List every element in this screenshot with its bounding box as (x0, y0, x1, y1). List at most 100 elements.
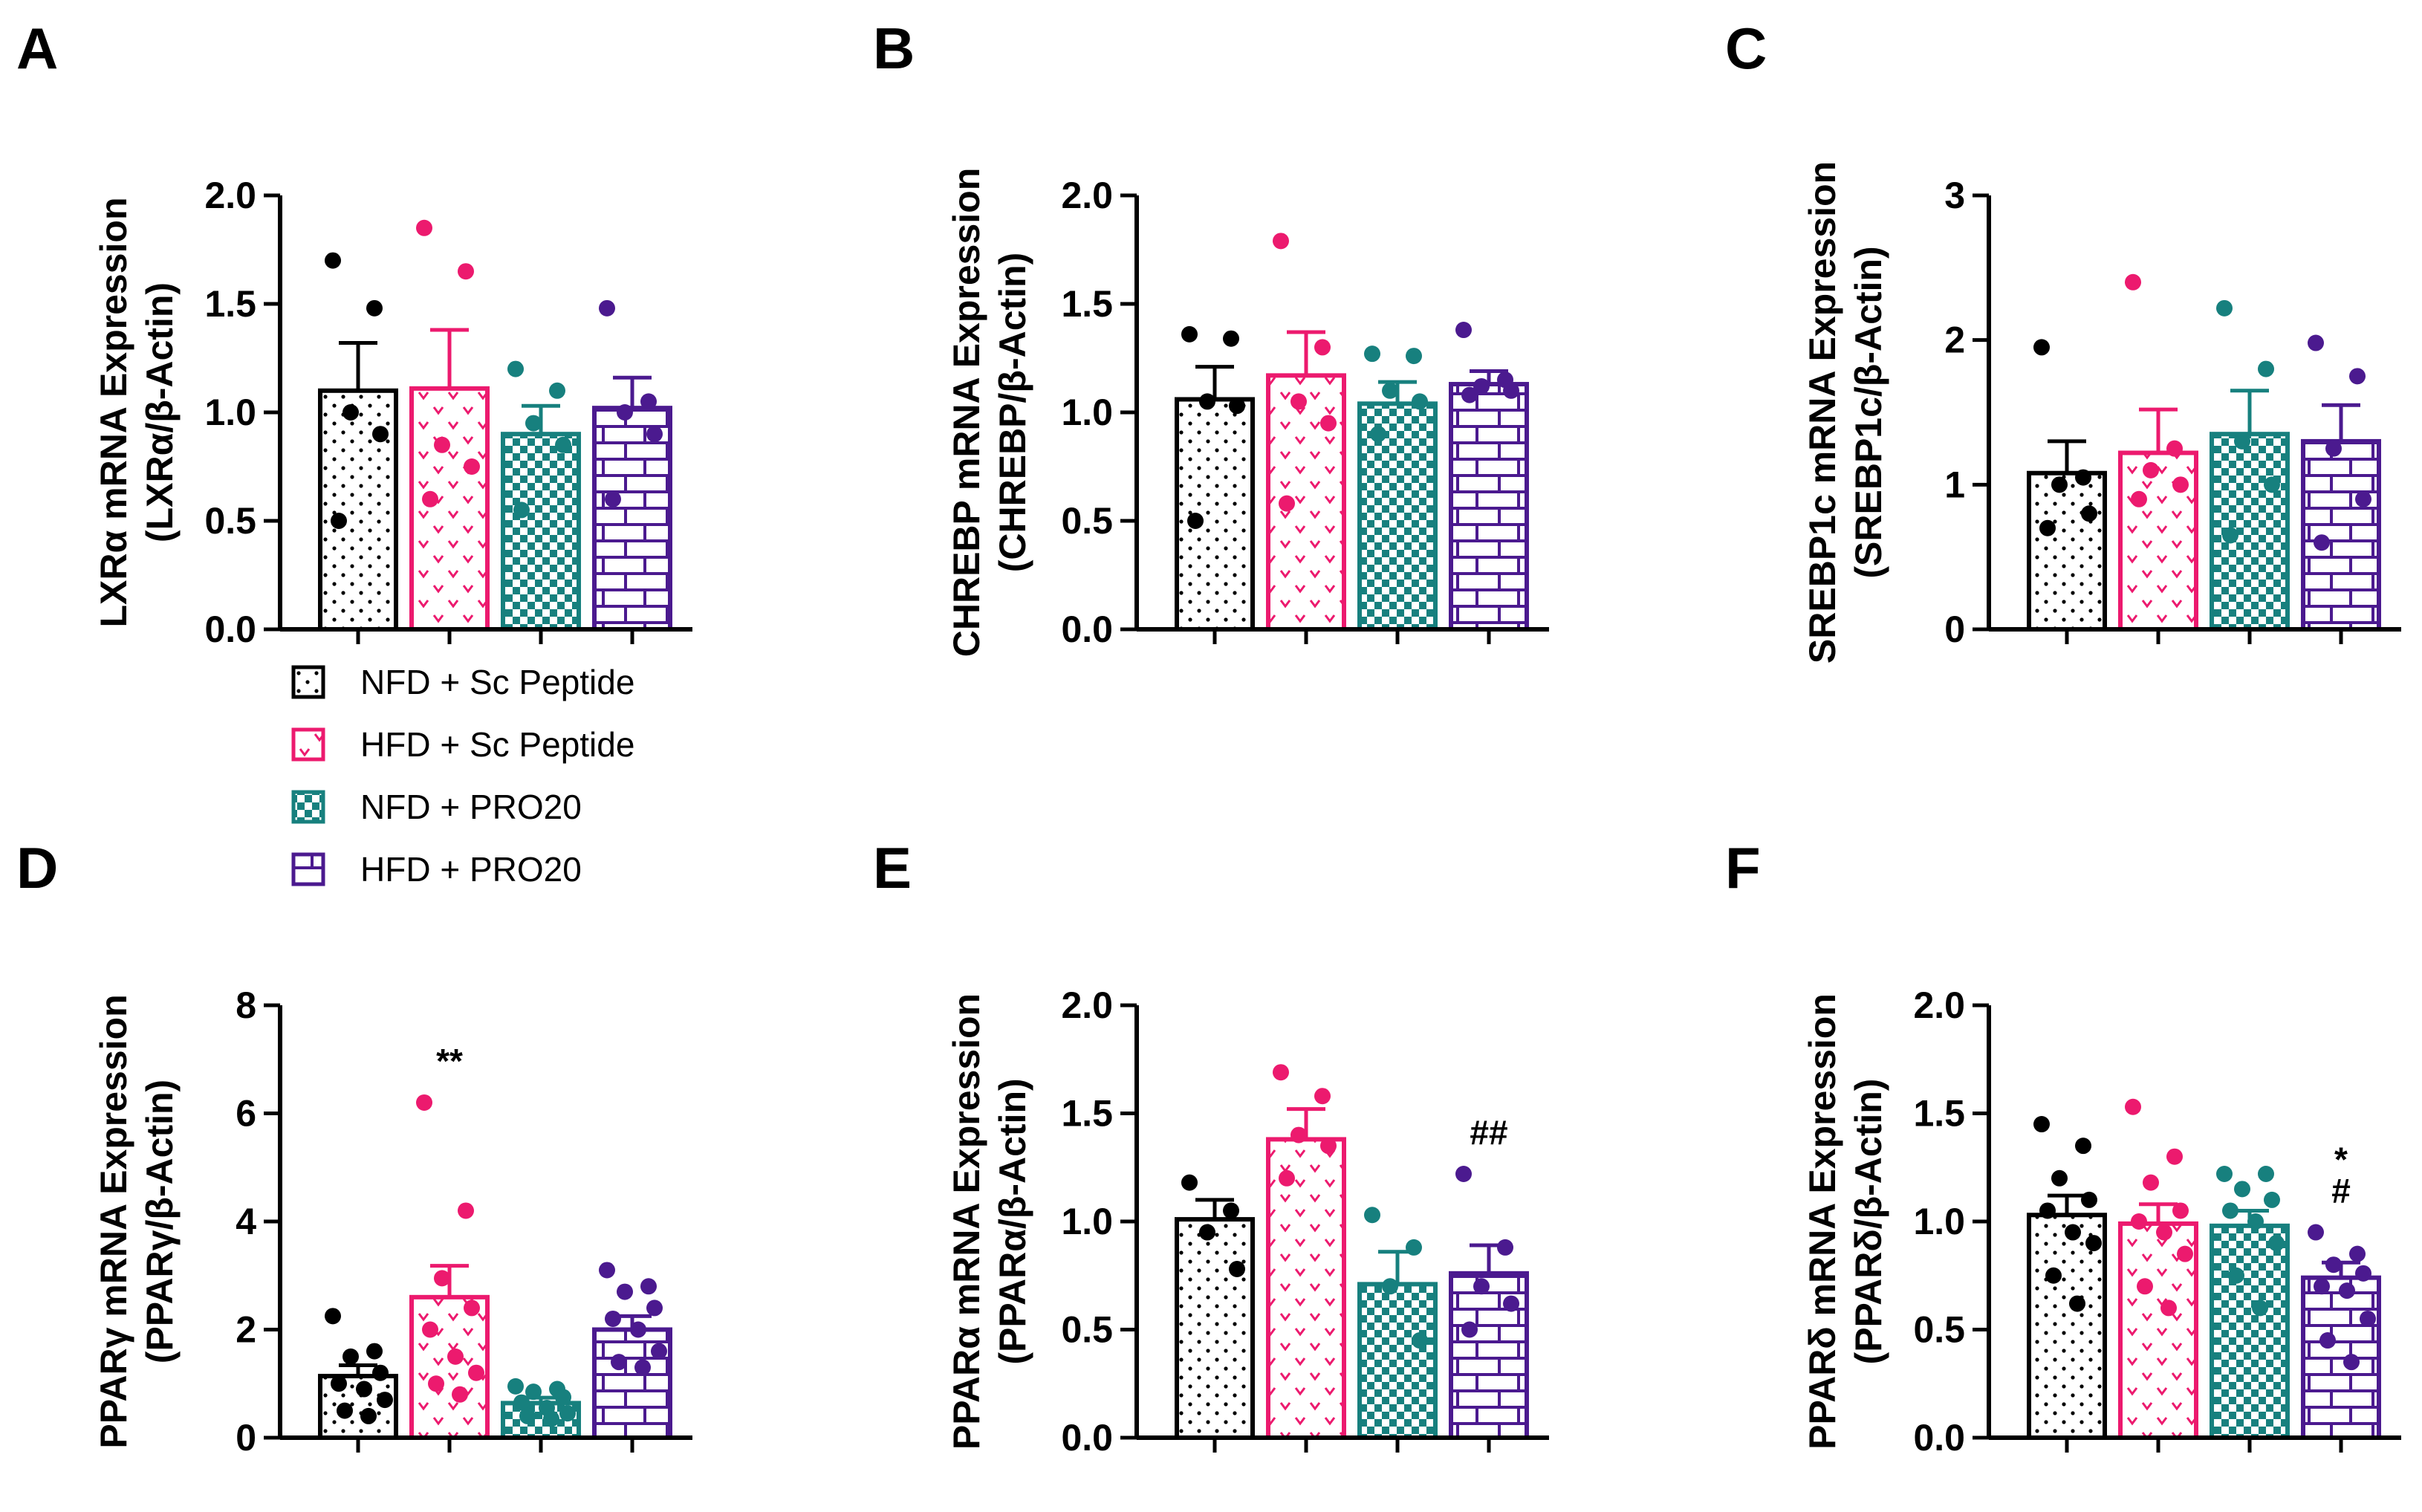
data-point (2234, 1181, 2250, 1198)
data-point (617, 404, 633, 421)
data-point (1187, 513, 1204, 529)
data-point (447, 1348, 464, 1365)
data-point (2234, 432, 2250, 450)
data-point (331, 513, 347, 529)
data-point (464, 1300, 480, 1317)
data-point (1461, 1321, 1478, 1338)
data-point (1370, 426, 1386, 443)
data-point (507, 360, 524, 377)
data-point (519, 1407, 536, 1424)
data-point (2172, 1202, 2189, 1219)
legend-swatch-hfd-sc (291, 727, 325, 762)
data-point (2349, 1245, 2366, 1262)
data-point (549, 382, 565, 399)
data-point (2258, 1165, 2274, 1182)
data-point (2051, 1169, 2068, 1187)
data-point (513, 1394, 530, 1411)
data-point (646, 426, 663, 443)
y-axis-label: (CHREBP/β-Actin) (992, 253, 1033, 573)
data-point (1314, 339, 1331, 356)
panel-letter-a: A (16, 16, 58, 81)
data-point (640, 1278, 657, 1295)
data-point (2216, 299, 2233, 317)
panel-a: LXRα mRNA Expression (LXRα/β-Actin) 0.0 0.5… (93, 175, 692, 650)
data-point (1473, 377, 1490, 395)
data-point (1279, 1169, 1295, 1187)
data-point (1273, 1064, 1289, 1081)
legend-label: NFD + Sc Peptide (360, 663, 634, 701)
bar (409, 386, 490, 632)
data-point (646, 1300, 663, 1317)
data-point (2314, 534, 2330, 551)
data-point (1273, 233, 1289, 250)
significance-label: * (2334, 1141, 2348, 1179)
data-point (2339, 1282, 2355, 1300)
y-tick-label: 2.0 (204, 175, 256, 216)
y-axis-label: (PPARδ/β-Actin) (1848, 1079, 1889, 1365)
data-point (366, 1343, 383, 1360)
data-point (464, 458, 480, 475)
data-point (434, 1270, 450, 1287)
panel-letter-c: C (1725, 16, 1767, 81)
data-point (1406, 1239, 1422, 1256)
bar (1266, 1137, 1346, 1441)
data-point (2081, 505, 2097, 522)
data-point (605, 1310, 621, 1327)
data-point (1290, 1126, 1307, 1143)
legend-item: NFD + PRO20 (291, 788, 582, 826)
panel-letter-d: D (16, 835, 58, 901)
y-tick-label: 6 (236, 1093, 256, 1135)
data-point (1320, 1138, 1337, 1155)
data-point (1199, 393, 1215, 410)
legend-label: HFD + Sc Peptide (360, 725, 634, 764)
data-point (331, 1375, 347, 1392)
data-point (1412, 393, 1428, 410)
data-point (2325, 440, 2342, 457)
bar (2118, 450, 2198, 632)
y-axis-label: PPARδ mRNA Expression (1802, 993, 1843, 1450)
y-tick-label: 0 (1944, 609, 1965, 650)
panel-f: PPARδ mRNA Expression (PPARδ/β-Actin) #* 0.… (1802, 984, 2401, 1459)
data-point (2355, 1265, 2371, 1282)
data-point (366, 299, 383, 317)
y-axis-label: (PPARγ/β-Actin) (139, 1080, 181, 1363)
data-point (2069, 1295, 2085, 1312)
data-point (2177, 1245, 2193, 1262)
data-point (2360, 1310, 2376, 1327)
data-point (1223, 1202, 1239, 1219)
data-point (1229, 398, 1245, 415)
y-tick-label: 8 (236, 984, 256, 1026)
y-axis-label: SREBP1c mRNA Expression (1802, 161, 1843, 663)
data-point (2166, 440, 2183, 457)
y-tick-label: 1.0 (1913, 1201, 1965, 1242)
data-point (2172, 476, 2189, 493)
data-point (452, 1386, 468, 1403)
y-tick-label: 1 (1944, 464, 1965, 505)
data-point (342, 1348, 359, 1365)
bar (2027, 470, 2107, 632)
data-point (2075, 469, 2091, 486)
data-point (1503, 382, 1519, 399)
bar (2301, 438, 2381, 632)
data-point (2343, 1354, 2360, 1371)
data-point (1503, 1295, 1519, 1312)
y-tick-label: 1.0 (204, 392, 256, 433)
data-point (2252, 1300, 2268, 1317)
y-tick-label: 0.5 (1061, 500, 1113, 542)
data-point (1364, 1207, 1380, 1224)
data-point (1199, 1224, 1215, 1241)
data-point (372, 426, 389, 443)
y-tick-label: 1.5 (204, 283, 256, 325)
data-point (2222, 527, 2238, 544)
data-point (605, 490, 621, 507)
legend-swatch-hfd-pro20 (291, 852, 325, 886)
data-point (543, 1410, 559, 1427)
y-axis-label: (SREBP1c/β-Actin) (1848, 246, 1889, 578)
y-tick-label: 1.5 (1913, 1093, 1965, 1135)
bar (2301, 1275, 2381, 1441)
data-point (1290, 393, 1307, 410)
data-point (599, 299, 615, 317)
data-point (2125, 273, 2141, 291)
data-point (2033, 1116, 2050, 1133)
y-tick-label: 2 (236, 1309, 256, 1351)
